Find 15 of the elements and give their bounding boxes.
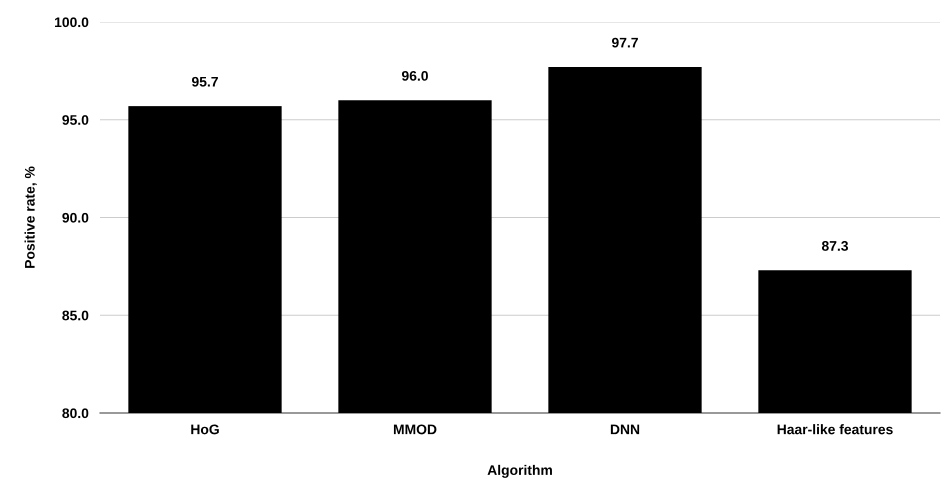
data-label: 96.0 — [402, 70, 428, 81]
x-tick-label: Haar-like features — [778, 424, 893, 434]
data-label: 95.7 — [192, 76, 218, 87]
y-tick-label: 85.0 — [62, 310, 88, 320]
x-axis-title: Algorithm — [488, 464, 552, 478]
data-label: 97.7 — [612, 38, 638, 48]
y-axis-title: Positive rate, % — [24, 166, 37, 268]
x-tick-label: HoG — [191, 424, 219, 434]
data-label: 87.3 — [822, 241, 848, 251]
y-tick-label: 95.0 — [62, 115, 88, 125]
y-tick-label: 80.0 — [62, 408, 88, 418]
x-tick-label: MMOD — [394, 424, 436, 434]
y-tick-label: 90.0 — [62, 212, 88, 223]
y-tick-label: 100.0 — [55, 17, 88, 28]
x-tick-label: DNN — [610, 424, 640, 434]
